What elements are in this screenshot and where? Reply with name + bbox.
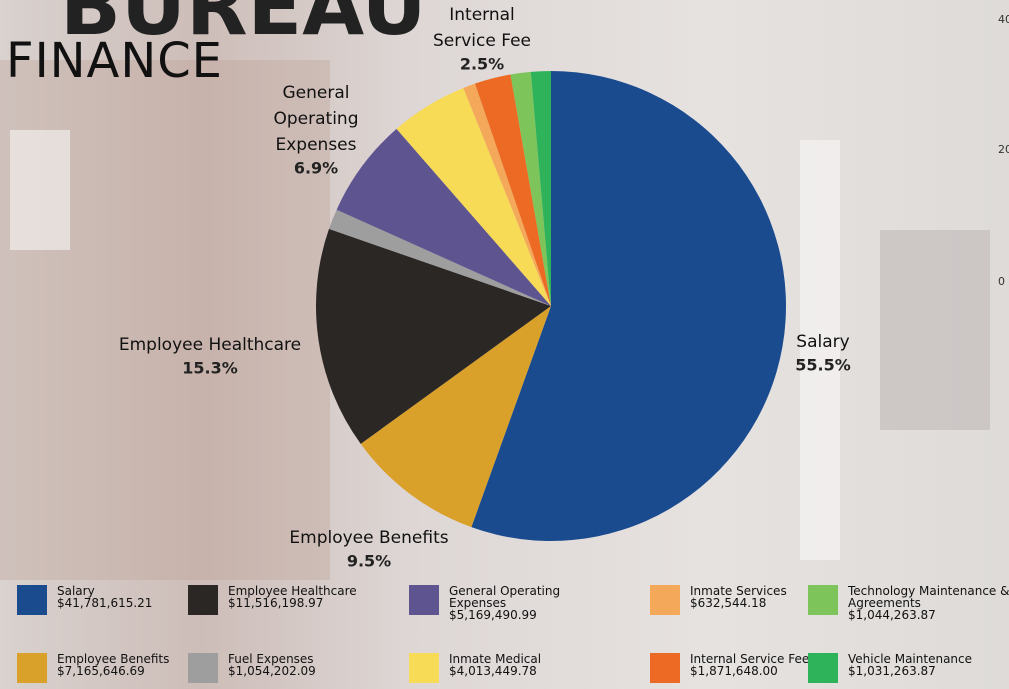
legend-label: Inmate Services	[690, 584, 787, 598]
legend-text: Salary $41,781,615.21	[57, 585, 207, 609]
legend-label: Employee Healthcare	[228, 584, 357, 598]
legend-label: Inmate Medical	[449, 652, 542, 666]
bg-column	[800, 140, 840, 560]
slice-label: Employee Healthcare	[119, 335, 301, 355]
slice-label: Salary	[796, 332, 849, 352]
legend-text: Technology Maintenance & Agreements $1,04…	[848, 585, 1009, 621]
pie-slice	[336, 128, 551, 306]
pie-slice	[315, 228, 551, 444]
side-tick-label: 40	[998, 13, 1009, 26]
legend-label: Vehicle Maintenance	[848, 652, 973, 666]
legend-text: Vehicle Maintenance $1,031,263.87	[848, 653, 1009, 677]
legend-label: General Operating Expenses	[449, 584, 561, 610]
legend-text: Fuel Expenses $1,054,202.09	[228, 653, 378, 677]
legend-swatch	[17, 585, 47, 615]
percent-label: 55.5%	[795, 356, 851, 375]
legend-swatch	[17, 653, 47, 683]
legend-item: General Operating Expenses $5,169,490.99	[409, 585, 599, 621]
side-tick-label: 20	[998, 143, 1009, 156]
legend-label: Technology Maintenance & Agreements	[848, 584, 1009, 610]
legend-value: $1,054,202.09	[228, 664, 316, 678]
legend-item: Inmate Services $632,544.18	[650, 585, 840, 615]
slice-label: Internal	[449, 5, 515, 25]
pie-slice	[396, 87, 551, 306]
banner: BUREAU	[60, 0, 427, 53]
pie-slice	[474, 74, 551, 306]
pie-slice	[530, 71, 551, 306]
legend-value: $4,013,449.78	[449, 664, 537, 678]
legend-text: Employee Benefits $7,165,646.69	[57, 653, 207, 677]
legend-item: Inmate Medical $4,013,449.78	[409, 653, 599, 683]
legend-item: Employee Healthcare $11,516,198.97	[188, 585, 378, 615]
legend-swatch	[409, 585, 439, 615]
legend-item: Internal Service Fee $1,871,648.00	[650, 653, 840, 683]
slice-label: Employee Benefits	[289, 528, 448, 548]
legend-swatch	[808, 585, 838, 615]
legend-swatch	[409, 653, 439, 683]
legend-item: Fuel Expenses $1,054,202.09	[188, 653, 378, 683]
legend-value: $1,871,648.00	[690, 664, 778, 678]
legend-item: Salary $41,781,615.21	[17, 585, 207, 615]
legend-text: Inmate Medical $4,013,449.78	[449, 653, 599, 677]
legend-swatch	[188, 585, 218, 615]
legend-value: $41,781,615.21	[57, 596, 153, 610]
percent-label: 6.9%	[294, 159, 338, 178]
legend-text: Employee Healthcare $11,516,198.97	[228, 585, 378, 609]
legend-label: Internal Service Fee	[690, 652, 810, 666]
legend-swatch	[650, 653, 680, 683]
legend-value: $1,031,263.87	[848, 664, 936, 678]
legend-item: Employee Benefits $7,165,646.69	[17, 653, 207, 683]
legend-label: Salary	[57, 584, 95, 598]
legend-value: $11,516,198.97	[228, 596, 324, 610]
slice-label: Expenses	[276, 135, 357, 155]
pie-slice	[471, 71, 786, 541]
pie-slice	[360, 306, 551, 528]
legend-text: General Operating Expenses $5,169,490.99	[449, 585, 599, 621]
slice-label: Service Fee	[433, 31, 531, 51]
pie-slice	[463, 83, 551, 306]
legend-value: $7,165,646.69	[57, 664, 145, 678]
pie-slice	[510, 71, 551, 307]
legend-item: Technology Maintenance & Agreements $1,04…	[808, 585, 1009, 621]
percent-label: 9.5%	[347, 552, 391, 571]
legend-value: $1,044,263.87	[848, 608, 936, 622]
pie-slice	[328, 209, 551, 306]
legend-value: $5,169,490.99	[449, 608, 537, 622]
legend-value: $632,544.18	[690, 596, 767, 610]
chart-title: FINANCE	[6, 33, 222, 89]
percent-label: 2.5%	[460, 55, 504, 74]
legend-swatch	[650, 585, 680, 615]
legend-label: Fuel Expenses	[228, 652, 314, 666]
side-tick-label: 0	[998, 275, 1005, 288]
slice-label: Operating	[274, 109, 359, 129]
legend-label: Employee Benefits	[57, 652, 170, 666]
legend-text: Internal Service Fee $1,871,648.00	[690, 653, 840, 677]
bg-window	[10, 130, 70, 250]
slice-label: General	[283, 83, 350, 103]
percent-label: 15.3%	[182, 359, 238, 378]
legend-swatch	[808, 653, 838, 683]
legend-swatch	[188, 653, 218, 683]
bg-window	[880, 230, 990, 430]
legend-text: Inmate Services $632,544.18	[690, 585, 840, 609]
legend-item: Vehicle Maintenance $1,031,263.87	[808, 653, 1009, 683]
